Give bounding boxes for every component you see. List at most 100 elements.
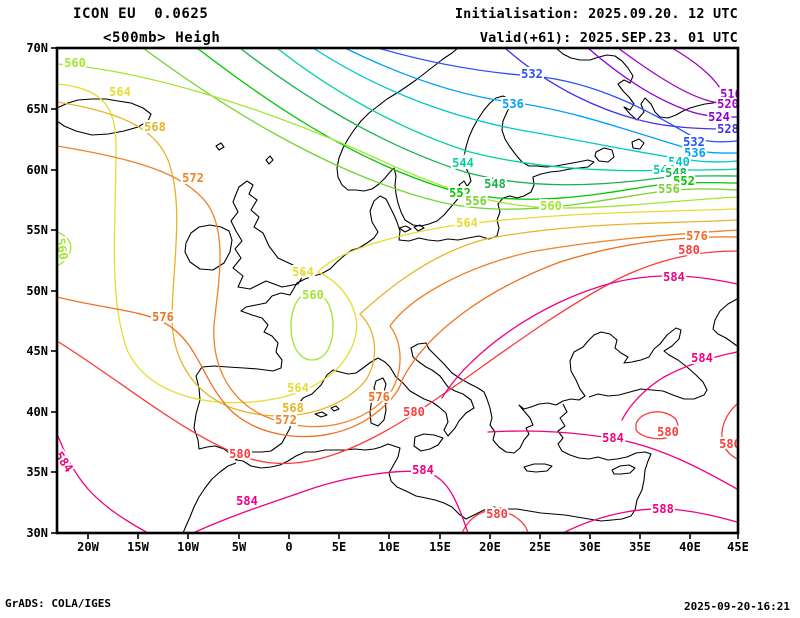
contour-label-572: 572 [275,413,297,427]
contour-label-560: 560 [302,288,324,302]
contour-line-584 [621,351,738,421]
contour-line-588 [562,508,738,533]
x-tick-label: 0 [285,540,292,554]
contour-line-548 [239,48,738,186]
contour-line-580 [635,411,679,440]
contour-label-580: 580 [403,405,425,419]
contour-line-560 [57,63,738,209]
contour-line-544 [276,48,738,172]
contour-line-560 [57,231,72,267]
contour-line-576 [57,236,738,438]
contour-label-528: 528 [717,122,739,136]
x-tick-label: 40E [679,540,701,554]
contour-line-584 [57,433,149,533]
y-tick-label: 35N [26,465,48,479]
contour-label-552: 552 [449,186,471,200]
contour-label-564: 564 [292,265,314,279]
contour-line-528 [504,48,738,130]
contour-label-584: 584 [691,351,713,365]
coastline [594,147,615,163]
contour-line-516 [671,48,738,96]
contour-label-580: 580 [719,437,741,451]
coastline [230,180,305,290]
y-tick-label: 45N [26,344,48,358]
contour-label-556: 556 [658,182,680,196]
contour-line-556 [142,48,738,210]
contour-label-588: 588 [652,502,674,516]
contour-label-576: 576 [368,390,390,404]
contour-label-532: 532 [521,67,543,81]
coastline [182,462,237,533]
contour-label-584: 584 [663,270,685,284]
contour-label-548: 548 [665,166,687,180]
coastline [304,48,595,280]
contour-label-580: 580 [657,425,679,439]
x-tick-label: 45E [727,540,749,554]
contour-label-556: 556 [465,194,487,208]
contour-line-560 [290,291,334,361]
valid-time: Valid(+61): 2025.SEP.23. 01 UTC [479,30,738,46]
x-tick-label: 20W [77,540,99,554]
x-tick-label: 10W [177,540,199,554]
coastline [236,403,652,522]
coastline [373,377,387,396]
x-tick-label: 30E [579,540,601,554]
model-title: ICON EU 0.0625 [73,6,209,22]
coastline [265,155,274,165]
contour-line-568 [57,101,738,417]
contour-label-568: 568 [282,401,304,415]
coastline [555,48,738,121]
coastline [57,98,152,136]
x-tick-label: 15E [429,540,451,554]
contour-label-560: 560 [64,56,86,70]
y-tick-label: 40N [26,405,48,419]
contour-label-564: 564 [456,216,478,230]
contour-label-580: 580 [486,507,508,521]
contour-label-580: 580 [678,243,700,257]
coastline [413,433,444,452]
coastline [193,278,708,461]
contour-line-580 [721,403,738,460]
render-timestamp: 2025-09-20-16:21 [684,600,790,613]
contour-label-560: 560 [53,237,71,261]
contour-line-552 [196,48,738,200]
coastline [712,298,738,347]
contour-label-576: 576 [152,310,174,324]
contour-line-584 [487,430,738,490]
contour-line-580 [57,250,738,465]
contour-label-548: 548 [484,177,506,191]
contour-label-584: 584 [602,431,624,445]
contour-line-564 [57,83,738,404]
contour-line-524 [587,48,738,118]
coastline [184,224,233,271]
y-tick-label: 70N [26,41,48,55]
y-tick-label: 55N [26,223,48,237]
init-time: Initialisation: 2025.09.20. 12 UTC [454,6,738,22]
contour-line-584 [192,470,469,533]
x-tick-label: 15W [127,540,149,554]
contour-line-584 [441,275,738,399]
x-tick-label: 20E [479,540,501,554]
coastline [330,405,340,412]
x-tick-label: 10E [378,540,400,554]
contour-label-572: 572 [182,171,204,185]
contour-label-560: 560 [540,199,562,213]
contour-line-580 [461,509,529,533]
x-tick-label: 35E [629,540,651,554]
coastline [369,395,387,427]
contour-label-576: 576 [686,229,708,243]
coastline [413,224,425,232]
contour-label-540: 540 [668,155,690,169]
contour-line-572 [57,145,738,428]
contour-label-536: 536 [684,146,706,160]
contour-label-544: 544 [653,163,675,177]
coastline [458,180,468,191]
coastline [215,142,225,151]
contour-label-516: 516 [720,87,742,101]
field-title: <500mb> Heigh [103,30,221,46]
coastline [314,411,328,418]
contour-line-532 [377,48,738,143]
contour-label-524: 524 [708,110,730,124]
